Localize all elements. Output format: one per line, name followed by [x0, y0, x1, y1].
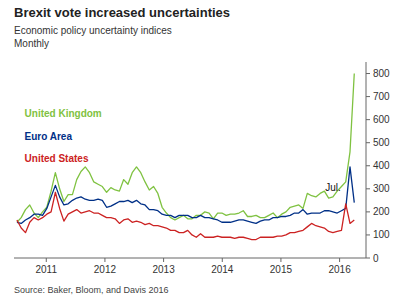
y-tick-label: 300 — [373, 183, 390, 194]
legend-entry: United Kingdom — [25, 108, 102, 119]
legend-entry: United States — [25, 153, 89, 164]
y-tick — [366, 73, 370, 74]
y-tick — [366, 96, 370, 97]
y-tick-label: 400 — [373, 160, 390, 171]
background — [0, 0, 409, 300]
y-tick-label: 100 — [373, 229, 390, 240]
y-tick-label: 700 — [373, 91, 390, 102]
source: Source: Baker, Bloom, and Davis 2016 — [14, 285, 169, 295]
x-axis-line — [14, 258, 366, 259]
y-tick — [366, 211, 370, 212]
x-tick — [280, 258, 281, 262]
y-tick — [366, 234, 370, 235]
series-line — [17, 74, 354, 223]
x-tick-label: 2013 — [152, 264, 175, 275]
x-tick — [163, 258, 164, 262]
chart: Brexit vote increased uncertainties Econo… — [0, 0, 409, 300]
y-tick — [366, 119, 370, 120]
annotation: Jul. — [325, 182, 341, 193]
subtitle: Monthly — [14, 38, 49, 49]
y-tick-label: 0 — [373, 253, 379, 264]
x-tick-label: 2015 — [270, 264, 293, 275]
x-tick-label: 2012 — [94, 264, 117, 275]
title: Brexit vote increased uncertainties — [14, 5, 230, 20]
x-tick — [339, 258, 340, 262]
series-line — [17, 192, 354, 239]
x-tick — [104, 258, 105, 262]
x-tick-label: 2011 — [36, 264, 58, 275]
y-tick-label: 600 — [373, 114, 390, 125]
y-tick — [366, 258, 370, 259]
y-axis-line — [366, 62, 367, 258]
x-tick — [222, 258, 223, 262]
y-tick-label: 500 — [373, 137, 390, 148]
x-tick — [46, 258, 47, 262]
plot-area — [17, 74, 354, 240]
legend: United Kingdom Euro Area United States — [25, 108, 102, 164]
subtitle: Economic policy uncertainty indices — [14, 25, 172, 36]
y-tick-label: 200 — [373, 206, 390, 217]
x-tick-label: 2016 — [328, 264, 351, 275]
legend-entry: Euro Area — [25, 131, 73, 142]
x-tick-label: 2014 — [211, 264, 234, 275]
y-tick — [366, 188, 370, 189]
y-tick — [366, 165, 370, 166]
y-tick — [366, 142, 370, 143]
y-tick-label: 800 — [373, 68, 390, 79]
axes: 2011 2012 2013 2014 2015 2016 0 100 200 300 400 500… — [14, 62, 390, 275]
